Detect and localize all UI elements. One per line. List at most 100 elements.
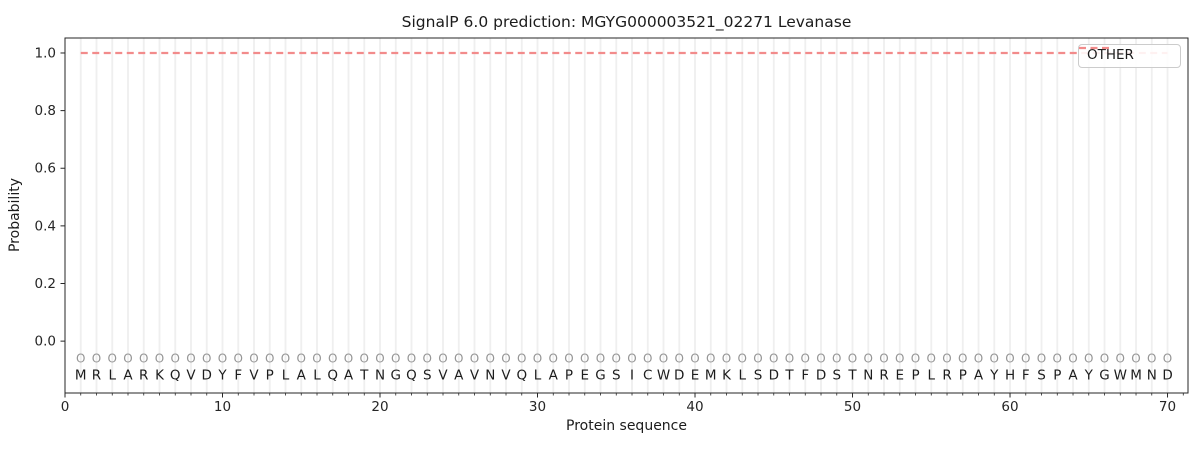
residue-marker: O [312,351,321,365]
residue-letter: P [266,368,274,384]
residue-letter: A [344,368,354,384]
residue-marker: O [1021,351,1030,365]
residue-marker: O [328,351,337,365]
residue-letter: L [738,368,746,384]
residue-marker: O [1131,351,1140,365]
residue-marker: O [407,351,416,365]
residue-letter: P [959,368,967,384]
residue-letter: G [391,368,401,384]
residue-marker: O [564,351,573,365]
residue-marker: O [816,351,825,365]
x-tick-label: 10 [214,399,231,415]
residue-marker: O [848,351,857,365]
x-tick-label: 0 [61,399,70,415]
residue-letter: M [75,368,87,384]
residue-marker: O [249,351,258,365]
residue-letter: K [722,368,732,384]
residue-marker: O [218,351,227,365]
residue-letter: N [1147,368,1157,384]
y-axis-label: Probability [7,178,23,253]
residue-marker: O [265,351,274,365]
residue-letter: S [1037,368,1046,384]
residue-letter: E [691,368,700,384]
residue-marker: O [454,351,463,365]
residue-letter: D [816,368,826,384]
residue-marker: O [1005,351,1014,365]
residue-letter: Q [327,368,338,384]
residue-marker: O [659,351,668,365]
residue-letter: D [674,368,684,384]
residue-letter: L [108,368,116,384]
residue-letter: R [92,368,101,384]
residue-letter: V [186,368,196,384]
legend: OTHER [1078,44,1181,68]
residue-marker: O [958,351,967,365]
residue-marker: O [1068,351,1077,365]
residue-letter: Q [516,368,527,384]
x-tick-label: 20 [371,399,388,415]
residue-letter: F [801,368,809,384]
y-tick-label: 0.4 [35,218,56,234]
residue-marker: O [344,351,353,365]
residue-letter: S [612,368,621,384]
residue-letter: V [470,368,480,384]
residue-letter: W [1114,368,1127,384]
residue-marker: O [675,351,684,365]
residue-marker: O [580,351,589,365]
residue-letter: D [202,368,212,384]
residue-marker: O [801,351,810,365]
x-tick-label: 30 [529,399,546,415]
residue-marker: O [281,351,290,365]
residue-marker: O [769,351,778,365]
residue-marker: O [1147,351,1156,365]
residue-letter: D [1162,368,1172,384]
residue-marker: O [375,351,384,365]
residue-marker: O [501,351,510,365]
residue-letter: A [454,368,464,384]
residue-marker: O [171,351,180,365]
residue-letter: R [942,368,951,384]
residue-marker: O [974,351,983,365]
residue-marker: O [123,351,132,365]
residue-letter: N [863,368,873,384]
y-tick-label: 0.8 [35,103,56,119]
x-tick-label: 40 [686,399,703,415]
residue-marker: O [1084,351,1093,365]
residue-marker: O [1163,351,1172,365]
y-tick-label: 1.0 [35,45,56,61]
residue-letter: K [155,368,165,384]
residue-letter: G [1099,368,1109,384]
residue-letter: P [1053,368,1061,384]
residue-marker: O [533,351,542,365]
residue-letter: V [501,368,511,384]
residue-letter: Y [1084,368,1094,384]
residue-marker: O [108,351,117,365]
residue-letter: V [249,368,259,384]
residue-marker: O [517,351,526,365]
residue-letter: A [1068,368,1078,384]
residue-letter: P [565,368,573,384]
residue-marker: O [990,351,999,365]
residue-letter: N [375,368,385,384]
y-tick-label: 0.2 [35,276,56,292]
x-tick-label: 60 [1001,399,1018,415]
residue-letter: M [1130,368,1142,384]
residue-letter: W [657,368,670,384]
residue-letter: H [1005,368,1015,384]
residue-letter: V [438,368,448,384]
residue-marker: O [690,351,699,365]
residue-letter: F [234,368,242,384]
residue-letter: L [928,368,936,384]
residue-marker: O [942,351,951,365]
residue-letter: N [485,368,495,384]
residue-marker: O [297,351,306,365]
x-tick-label: 50 [844,399,861,415]
residue-marker: O [895,351,904,365]
residue-marker: O [360,351,369,365]
residue-letter: G [595,368,605,384]
residue-letter: Q [406,368,417,384]
residue-marker: O [753,351,762,365]
residue-marker: O [234,351,243,365]
residue-letter: S [754,368,763,384]
